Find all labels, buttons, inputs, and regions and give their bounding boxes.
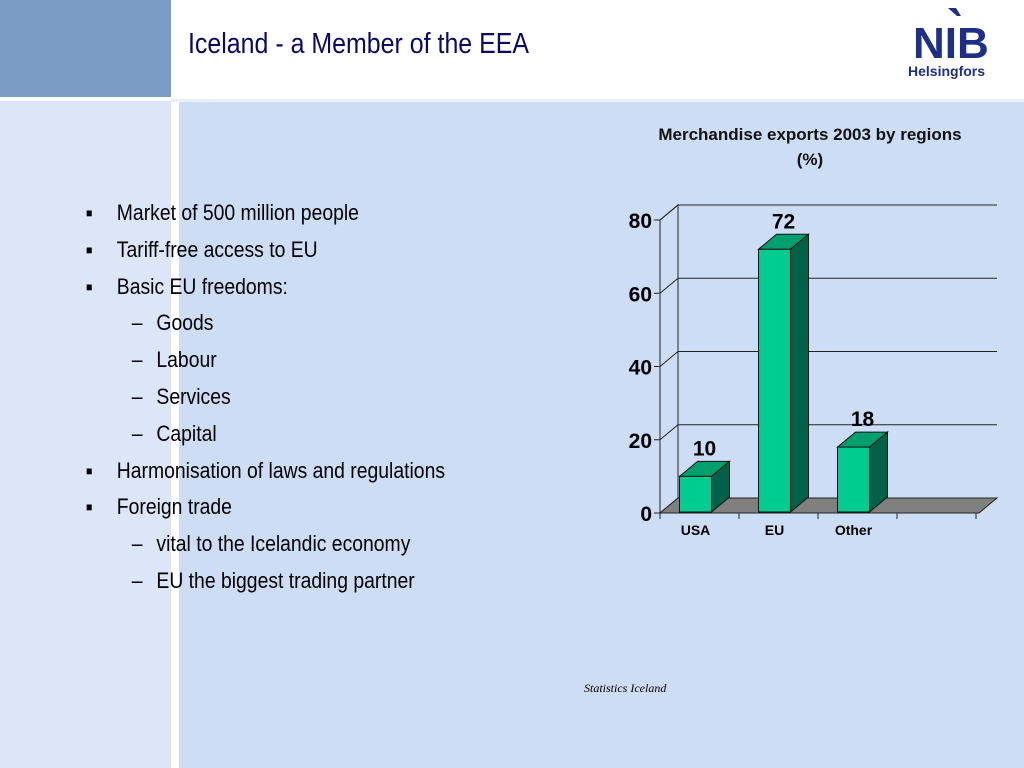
bullet-text: vital to the Icelandic economy: [156, 531, 411, 557]
y-tick-label: 0: [640, 503, 652, 526]
y-tick-label: 40: [629, 357, 652, 380]
header-divider: [171, 99, 1024, 102]
dash-bullet-icon: –: [131, 347, 143, 373]
bullet-item: ■ Basic EU freedoms:: [86, 269, 445, 306]
bullet-text: Services: [156, 383, 231, 409]
vertical-divider: [171, 101, 179, 768]
bullet-item: ■ Market of 500 million people: [86, 195, 445, 232]
bullet-text: Foreign trade: [116, 494, 232, 520]
dash-bullet-icon: –: [131, 531, 143, 557]
square-bullet-icon: ■: [86, 206, 93, 220]
bullet-text: Labour: [156, 347, 217, 373]
chart-title: Merchandise exports 2003 by regions (%): [658, 125, 962, 169]
sub-bullet-item: – vital to the Icelandic economy: [86, 526, 445, 563]
bullet-text: EU the biggest trading partner: [156, 567, 415, 593]
bar-usa: [679, 475, 712, 513]
sub-bullet-item: – Labour: [86, 342, 445, 379]
corner-block: [0, 0, 171, 97]
square-bullet-icon: ■: [86, 279, 93, 294]
bar-side: [790, 233, 809, 514]
nib-logo: NIB: [913, 8, 989, 68]
left-strip: [0, 101, 171, 768]
sub-bullet-item: – Services: [86, 379, 445, 416]
bar-other: [837, 446, 870, 513]
bar-eu: [758, 248, 791, 513]
square-bullet-icon: ■: [86, 500, 93, 515]
bullet-text: Capital: [156, 420, 217, 446]
gridline: [659, 424, 997, 441]
bullet-text: Basic EU freedoms:: [116, 273, 288, 299]
bullet-text: Goods: [156, 310, 214, 336]
logo-accent-icon: [948, 8, 961, 16]
bullet-item: ■ Tariff-free access to EU: [86, 232, 445, 269]
sub-bullet-item: – Goods: [86, 305, 445, 342]
x-tick-label: Other: [835, 522, 873, 538]
y-tick-label: 20: [629, 430, 652, 453]
source-note: Statistics Iceland: [584, 681, 667, 695]
bullet-text: Harmonisation of laws and regulations: [116, 457, 446, 483]
dash-bullet-icon: –: [131, 420, 143, 446]
gridline: [659, 204, 997, 221]
square-bullet-icon: ■: [86, 242, 93, 257]
y-tick-label: 60: [629, 283, 652, 306]
bullet-list: ■ Market of 500 million people ■ Tariff-fre…: [86, 195, 494, 600]
dash-bullet-icon: –: [131, 567, 143, 593]
data-label: 18: [851, 408, 875, 431]
y-tick-label: 80: [629, 210, 652, 233]
bullet-text: Market of 500 million people: [116, 200, 359, 225]
dash-bullet-icon: –: [131, 310, 143, 336]
sub-bullet-item: – EU the biggest trading partner: [86, 563, 445, 600]
square-bullet-icon: ■: [86, 463, 93, 478]
logo-subtitle: Helsingfors: [908, 63, 986, 79]
x-tick-label: USA: [681, 522, 711, 538]
logo-wordmark: NIB: [913, 19, 989, 68]
dash-bullet-icon: –: [131, 383, 143, 409]
slide-title: Iceland - a Member of the EEA: [188, 28, 530, 60]
gridline: [659, 351, 997, 367]
sub-bullet-item: – Capital: [86, 416, 445, 453]
x-tick-label: EU: [765, 522, 784, 538]
bullet-item: ■ Harmonisation of laws and regulations: [86, 453, 445, 490]
bar-chart: 0 20 40 60 80 10 USA 72 EU 18 Other: [629, 203, 999, 538]
gridline: [659, 277, 997, 294]
bullet-text: Tariff-free access to EU: [116, 236, 318, 262]
data-label: 72: [772, 210, 795, 233]
data-label: 10: [693, 437, 716, 460]
bullet-item: ■ Foreign trade: [86, 489, 445, 526]
